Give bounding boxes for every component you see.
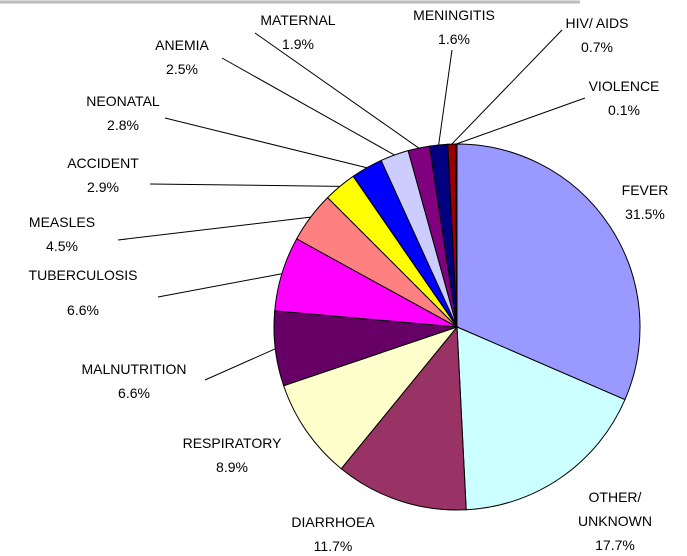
- value-label: 1.9%: [282, 36, 314, 52]
- leader-line: [221, 57, 395, 156]
- value-label: 11.7%: [313, 538, 353, 554]
- category-label: MEASLES: [28, 214, 96, 230]
- category-label: ANEMIA: [155, 37, 209, 53]
- leader-line: [438, 49, 453, 145]
- slice-label: OTHER/ UNKNOWN 17.7%: [570, 485, 660, 556]
- category-label: OTHER/ UNKNOWN: [578, 489, 652, 529]
- slice-label: MEASLES 4.5%: [29, 210, 95, 258]
- slice-label: MATERNAL 1.9%: [260, 8, 335, 56]
- slice-label: HIV/ AIDS 0.7%: [565, 11, 628, 59]
- slice-label: DIARRHOEA 11.7%: [291, 510, 374, 556]
- pie-slice: [283, 325, 459, 470]
- category-label: MATERNAL: [260, 12, 336, 28]
- category-label: VIOLENCE: [588, 78, 660, 94]
- category-label: RESPIRATORY: [182, 435, 282, 451]
- slice-label: ANEMIA 2.5%: [155, 33, 209, 81]
- leader-line: [451, 29, 563, 145]
- category-label: ACCIDENT: [67, 155, 139, 171]
- slice-label: MALNUTRITION 6.6%: [82, 357, 187, 405]
- pie-slice: [340, 325, 467, 511]
- category-label: MALNUTRITION: [81, 361, 187, 377]
- value-label: 0.1%: [608, 102, 640, 118]
- value-label: 31.5%: [625, 206, 665, 222]
- category-label: MENINGITIS: [413, 7, 495, 23]
- category-label: HIV/ AIDS: [565, 15, 629, 31]
- leader-line: [456, 97, 586, 145]
- value-label: 2.5%: [166, 61, 198, 77]
- category-label: FEVER: [621, 182, 669, 198]
- slice-label: NEONATAL 2.8%: [86, 89, 159, 137]
- category-label: NEONATAL: [86, 93, 160, 109]
- value-label: 8.9%: [216, 459, 248, 475]
- slice-label: TUBERCULOSIS 6.6%: [29, 263, 138, 322]
- leader-line: [204, 348, 276, 381]
- leader-line: [149, 183, 340, 187]
- value-label: 6.6%: [67, 302, 99, 318]
- slice-label: VIOLENCE 0.1%: [589, 74, 660, 122]
- category-label: DIARRHOEA: [291, 514, 375, 530]
- value-label: 6.6%: [118, 385, 150, 401]
- slice-label: MENINGITIS 1.6%: [413, 3, 495, 51]
- slice-label: FEVER 31.5%: [622, 178, 669, 226]
- leader-line: [254, 32, 420, 149]
- value-label: 0.7%: [581, 39, 613, 55]
- value-label: 2.9%: [87, 179, 119, 195]
- slice-label: RESPIRATORY 8.9%: [183, 431, 282, 479]
- pie-slice: [456, 143, 641, 401]
- value-label: 4.5%: [46, 238, 78, 254]
- leader-line: [117, 216, 311, 241]
- leader-line: [164, 117, 367, 169]
- category-label: TUBERCULOSIS: [28, 267, 138, 283]
- value-label: 2.8%: [107, 117, 139, 133]
- value-label: 1.6%: [438, 31, 470, 47]
- value-label: 17.7%: [595, 537, 635, 553]
- leader-line: [157, 273, 283, 298]
- slice-label: ACCIDENT 2.9%: [67, 151, 139, 199]
- pie-slice: [456, 326, 626, 511]
